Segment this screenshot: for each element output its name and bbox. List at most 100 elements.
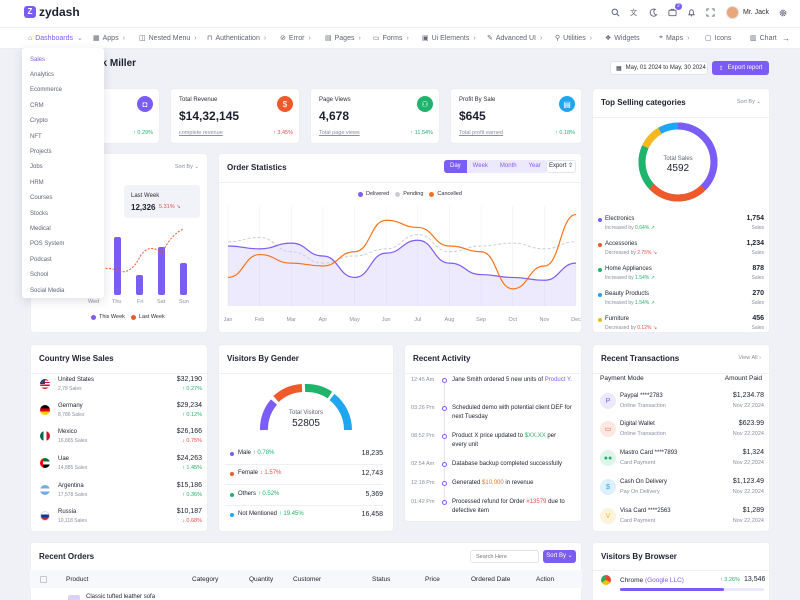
dropdown-item-stocks[interactable]: Stocks [30, 210, 49, 217]
tab-week[interactable]: Week [472, 163, 488, 169]
trend-value: 1.54% [635, 275, 650, 281]
dropdown-item-ecommerce[interactable]: Ecommerce [30, 87, 63, 94]
ru-flag-icon [40, 511, 50, 521]
tab-day[interactable]: Day [444, 160, 467, 173]
dark-mode-icon[interactable] [646, 5, 661, 20]
gender-row: Not Mentioned ↑ 19.45% 16,458 [225, 506, 383, 526]
card-icon: ●● [600, 450, 616, 466]
legend-label: Last Week [138, 314, 165, 320]
categories-donut-chart: Total Sales 4592 [638, 122, 718, 202]
column-header: Payment Mode [600, 375, 644, 382]
stat-link[interactable]: complete revenue [179, 130, 223, 136]
nav-item-nested-menu[interactable]: ◫ Nested Menu › [139, 34, 197, 43]
nav-item-pages[interactable]: ▤ Pages › [325, 34, 361, 43]
user-avatar[interactable] [725, 6, 739, 19]
activity-time: 12:18 Pm [411, 480, 435, 486]
sort-by-dropdown[interactable]: Sort By ⌄ [174, 164, 199, 170]
nav-item-maps[interactable]: ⌖ Maps › [659, 34, 689, 42]
nav-item-icons[interactable]: ▢ Icons [705, 34, 731, 43]
user-name[interactable]: Mr. Jack [742, 9, 769, 16]
nav-item-widgets[interactable]: ❖ Widgets [605, 34, 640, 43]
dropdown-item-sales[interactable]: Sales [30, 56, 46, 63]
select-all-checkbox[interactable] [40, 576, 47, 583]
dropdown-item-medical[interactable]: Medical [30, 225, 51, 232]
view-all-link[interactable]: View All › [738, 355, 761, 361]
category-trend: Decreased by 2.75% ↘ [605, 250, 657, 256]
search-icon[interactable] [608, 5, 623, 20]
x-axis-tick: Mar [286, 317, 296, 323]
nav-item-advanced-ui[interactable]: ✎ Advanced UI › [487, 34, 542, 43]
activity-highlight[interactable]: Product Y. [544, 377, 572, 383]
nav-scroll-right-icon[interactable]: → [782, 34, 790, 43]
axis-tick: Thu [112, 299, 122, 305]
dropdown-item-pos-system[interactable]: POS System [30, 241, 65, 248]
gender-color-dot [230, 472, 234, 476]
app-logo[interactable]: Z zydash [24, 5, 80, 19]
country-change: ↑ 0.12% [182, 412, 202, 418]
dropdown-item-crm[interactable]: CRM [30, 102, 44, 109]
dropdown-item-jobs[interactable]: Jobs [30, 164, 43, 171]
country-change: ↑ 0.27% [182, 386, 202, 392]
transaction-type: Card Payment [620, 518, 656, 524]
sort-by-dropdown[interactable]: Sort By ⌄ [736, 99, 761, 105]
dropdown-item-crypto[interactable]: Crypto [30, 118, 48, 125]
country-row: Russia 10,118 Sales $10,187 ↓ 0.68% [38, 507, 202, 529]
activity-time: 08:52 Pm [411, 433, 435, 439]
orders-search-input[interactable] [470, 550, 539, 563]
tab-month[interactable]: Month [499, 163, 517, 169]
dropdown-item-courses[interactable]: Courses [30, 195, 53, 202]
fullscreen-icon[interactable] [703, 5, 718, 20]
order-stats-export-button[interactable]: Export ⇪ [546, 160, 576, 173]
browser-change: ↑ 3.26% [720, 577, 740, 583]
dropdown-item-school[interactable]: School [30, 272, 49, 279]
nav-item-utilities[interactable]: ⚲ Utilities › [555, 34, 593, 43]
nav-item-ui-elements[interactable]: ▣ Ui Elements › [422, 34, 476, 43]
dropdown-item-nft[interactable]: NFT [30, 133, 42, 140]
browser-progress-bar [620, 588, 724, 591]
transaction-date: Nov 22,2024 [732, 431, 764, 437]
column-header: Quantity [249, 576, 274, 583]
date-range-picker[interactable]: ▦ May, 01 2024 to May, 30 2024 [610, 61, 708, 75]
orders-sort-button[interactable]: Sort By ⌄ [543, 550, 576, 563]
trend-text: Decreased by [605, 250, 636, 256]
country-change: ↑ 0.36% [182, 492, 202, 498]
tab-year[interactable]: Year [528, 163, 541, 169]
activity-highlight[interactable]: #13579 [526, 499, 547, 505]
dropdown-item-podcast[interactable]: Podcast [30, 256, 52, 263]
country-value: $15,186 [176, 482, 202, 489]
dropdown-item-social-media[interactable]: Social Media [30, 287, 65, 294]
home-icon: ⌂ [28, 34, 33, 42]
bar-fri [136, 275, 143, 295]
nav-item-chart[interactable]: ▥ Chart [750, 34, 777, 43]
nav-item-authentication[interactable]: ⊓ Authentication › [207, 34, 266, 43]
stat-link[interactable]: Total profit earned [459, 130, 504, 136]
series-area-delivered [228, 240, 576, 306]
settings-gear-icon[interactable] [775, 5, 790, 20]
dropdown-item-analytics[interactable]: Analytics [30, 72, 55, 79]
nav-item-error[interactable]: ⊘ Error › [280, 34, 311, 43]
product-name[interactable]: Classic tufted leather sofa [86, 594, 156, 600]
legend-dot [358, 191, 363, 197]
cart-icon[interactable]: 2 [665, 3, 682, 20]
nav-label: Advanced UI [495, 34, 536, 42]
chevron-right-icon: › [589, 34, 593, 42]
stat-link[interactable]: Total page views [319, 130, 360, 136]
nav-item-forms[interactable]: ▭ Forms › [373, 34, 409, 43]
bell-icon[interactable] [684, 5, 699, 20]
transaction-amount: $1,123.49 [732, 478, 764, 485]
gender-gauge-chart: Total Visitors 52805 [260, 383, 352, 431]
timeline-line [444, 383, 445, 505]
de-flag-icon [40, 405, 50, 415]
transaction-name: Mastro Card ****7893 [620, 450, 678, 456]
trend-text: Decreased by [605, 325, 636, 331]
nav-item-dashboards[interactable]: ⌂ Dashboards ⌄ [28, 34, 83, 43]
language-icon[interactable]: 文 [627, 5, 642, 20]
dropdown-item-hrm[interactable]: HRM [30, 179, 44, 186]
nav-item-apps[interactable]: ▦ Apps › [93, 34, 125, 43]
axis-tick: Wed [88, 299, 100, 305]
x-axis-tick: Nov [539, 317, 550, 323]
category-unit: Sales [751, 225, 764, 231]
export-report-button[interactable]: ⇪ Export report [712, 61, 769, 75]
dropdown-item-projects[interactable]: Projects [30, 149, 52, 156]
stat-card-page-views: Page Views 4,678 Total page views ↑ 11.5… [310, 88, 440, 144]
